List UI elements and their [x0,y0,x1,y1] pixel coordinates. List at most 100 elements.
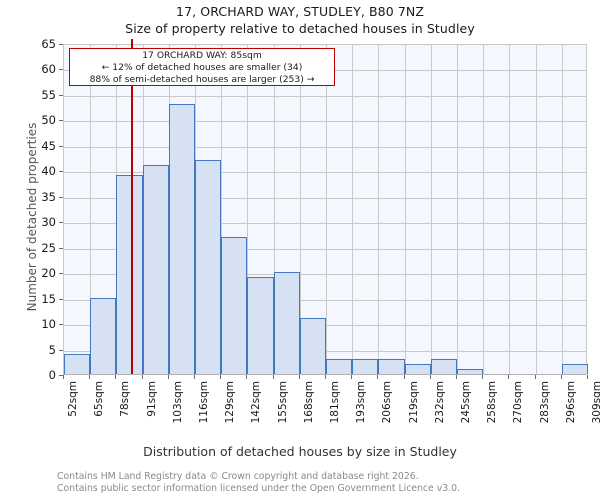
y-axis-tick-label: 65 [41,37,56,51]
gridline-horizontal [64,146,586,148]
x-axis-tick-label: 245sqm [460,381,472,424]
x-axis-tick-label: 155sqm [276,381,289,424]
x-axis-tick-label: 206sqm [381,381,394,424]
gridline-vertical [221,45,223,374]
gridline-horizontal [64,197,586,199]
y-axis-tick-label: 50 [41,113,56,128]
x-axis-tick-mark [560,375,562,379]
x-axis-tick-mark [89,375,91,379]
y-axis-tick-mark [59,349,63,351]
x-axis-tick-mark [167,375,169,379]
x-axis-tick-mark [63,375,64,379]
gridline-vertical [483,45,485,374]
histogram-bar [168,104,195,374]
histogram-bar [90,297,117,374]
histogram-bar [273,272,300,374]
y-axis-tick-label: 45 [41,138,56,153]
gridline-vertical [273,45,275,374]
x-axis-tick-mark [325,375,326,379]
x-axis-label: Distribution of detached houses by size … [143,444,457,459]
gridline-vertical [561,45,563,374]
y-axis-tick-mark [59,298,63,300]
histogram-bar [326,358,353,374]
property-marker-line [131,39,133,374]
gridline-horizontal [64,248,586,250]
x-axis-tick-label: 142sqm [250,381,263,424]
x-axis-tick-mark [115,375,117,379]
histogram-bars [64,45,588,374]
x-axis-tick-mark [403,375,405,379]
x-axis-tick-label: 116sqm [198,381,210,424]
y-axis-tick-mark [59,69,63,71]
gridline-vertical [457,45,458,374]
x-axis-tick-label: 193sqm [355,381,368,424]
x-axis-tick-label: 168sqm [302,381,315,424]
y-axis-tick-mark [59,145,63,147]
y-axis-tick-mark [59,247,63,249]
gridline-vertical [430,45,432,374]
x-axis-tick-mark [587,375,588,379]
y-axis-tick-label: 15 [41,291,56,306]
gridline-vertical [535,45,537,374]
gridline-vertical [378,45,380,374]
histogram-bar [247,277,274,374]
gridline-horizontal [64,223,586,225]
x-axis-tick-label: 309sqm [591,381,600,424]
x-axis-tick-mark [272,375,274,379]
x-axis-tick-mark [508,375,510,379]
x-axis-tick-mark [456,375,457,379]
y-axis-tick-mark [59,375,63,376]
x-axis-tick-label: 270sqm [512,381,525,424]
gridline-horizontal [64,95,586,97]
y-axis-tick-label: 0 [48,368,56,382]
x-axis-tick-mark [351,375,353,379]
y-axis-tick-mark [59,44,63,45]
y-axis-tick-mark [59,273,63,275]
gridline-horizontal [64,274,586,276]
x-axis-tick-label: 296sqm [564,381,577,424]
histogram-bar [561,363,588,374]
x-axis-tick-mark [377,375,379,379]
gridline-vertical [404,45,406,374]
x-axis-tick-mark [141,375,143,379]
histogram-bar [221,236,248,374]
x-axis-tick-mark [246,375,248,379]
y-axis-tick-label: 5 [48,342,56,357]
y-axis-tick-mark [59,222,63,224]
x-axis-tick-label: 219sqm [407,381,420,424]
x-axis-tick-mark [429,375,431,379]
annotation-line-2: ← 12% of detached houses are smaller (34… [101,61,303,73]
histogram-bar [299,318,326,374]
page-subtitle: Size of property relative to detached ho… [125,21,475,36]
histogram-bar [457,368,484,374]
annotation-line-3: 88% of semi-detached houses are larger (… [89,73,315,85]
y-axis-tick-label: 30 [41,215,56,230]
gridline-vertical [326,45,327,374]
x-axis-tick-mark [534,375,536,379]
y-axis-tick-label: 20 [41,266,56,281]
y-axis-tick-label: 10 [41,317,56,332]
gridline-vertical [299,45,301,374]
y-axis-tick-label: 25 [41,240,56,255]
y-axis-tick-mark [59,94,63,96]
x-axis-tick-mark [194,375,195,379]
histogram-bar [142,165,169,374]
x-axis-tick-label: 258sqm [486,381,499,424]
x-axis-tick-label: 103sqm [171,381,184,424]
gridline-horizontal [64,172,586,174]
y-axis-tick-label: 40 [41,164,56,179]
gridline-vertical [247,45,249,374]
page-title: 17, ORCHARD WAY, STUDLEY, B80 7NZ [176,4,424,19]
gridline-horizontal [64,299,586,301]
x-axis-tick-mark [298,375,300,379]
annotation-box: 17 ORCHARD WAY: 85sqm ← 12% of detached … [69,48,335,86]
y-axis-tick-label: 60 [41,62,56,77]
histogram-bar [64,353,91,374]
histogram-bar [430,358,457,374]
x-axis-tick-label: 78sqm [119,381,132,417]
y-axis-tick-mark [59,171,63,173]
y-axis-tick-label: 35 [41,189,56,204]
footer-line-1: Contains HM Land Registry data © Crown c… [57,471,419,482]
x-axis-tick-label: 181sqm [329,381,341,424]
